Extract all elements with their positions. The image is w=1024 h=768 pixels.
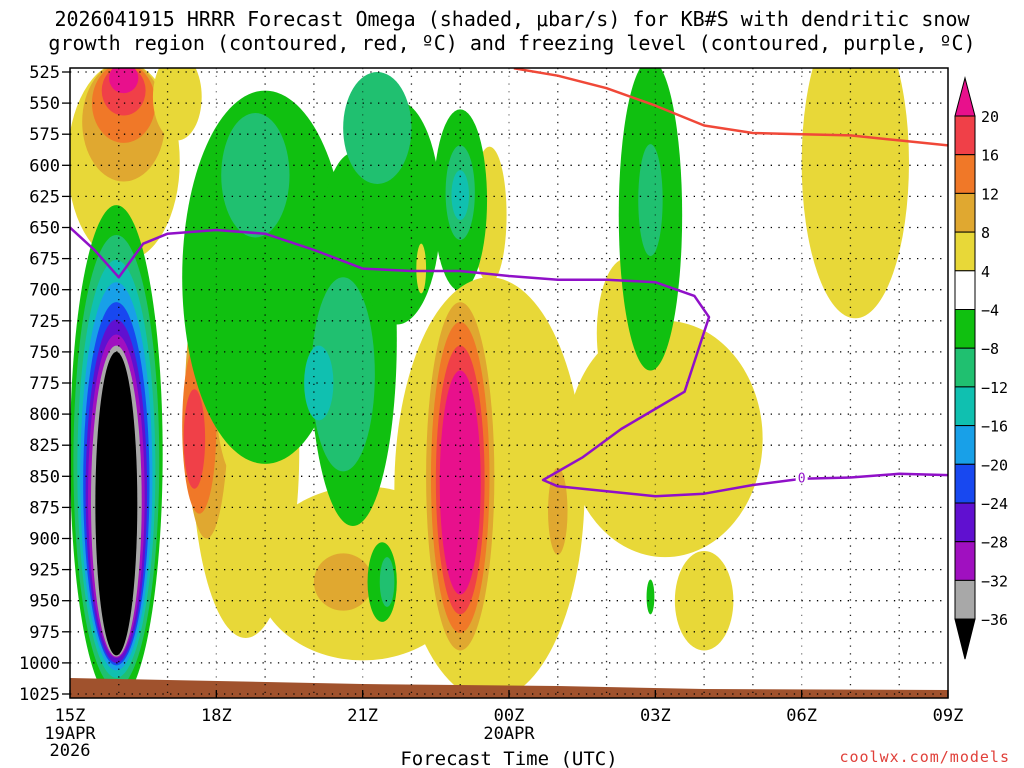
omega-area-neg12-27 — [451, 170, 470, 221]
omega-area-pos8-13 — [313, 553, 373, 611]
omega-area-neg8-17 — [311, 277, 375, 472]
colorbar-label-7: −12 — [981, 379, 1008, 397]
colorbar-swatch-10 — [954, 502, 976, 543]
x-tick-label-21Z: 21Z — [347, 706, 378, 726]
y-axis: 525 550 575 600 625 650 675 700 725 750 775 800 825 8… — [19, 63, 70, 705]
y-tick-label-850: 850 — [29, 467, 60, 487]
y-tick-label-575: 575 — [29, 125, 60, 145]
colorbar-swatch-2 — [954, 192, 976, 233]
y-tick-label-925: 925 — [29, 561, 60, 581]
freezing-label-bg — [795, 469, 808, 484]
y-tick-label-525: 525 — [29, 63, 60, 83]
chart-title-line-1: 2026041915 HRRR Forecast Omega (shaded, … — [54, 7, 970, 31]
colorbar-top-arrow — [954, 76, 976, 117]
y-tick-label-650: 650 — [29, 219, 60, 239]
colorbar-swatch-4 — [954, 270, 976, 310]
colorbar-label-6: −8 — [981, 340, 999, 358]
y-tick-label-675: 675 — [29, 250, 60, 270]
omega-area-neg12-18 — [304, 345, 334, 421]
y-tick-label-800: 800 — [29, 405, 60, 425]
colorbar: 20 16 12 8 4 −4 −8 −12 −16 −20 −24 −28 −32 −36 — [954, 76, 1008, 660]
omega-area-pos16-9 — [183, 389, 206, 489]
colorbar-label-13: −36 — [981, 611, 1008, 629]
omega-area-neg8-20 — [343, 72, 412, 184]
y-tick-label-1000: 1000 — [19, 654, 60, 674]
omega-area-pos4-40 — [674, 550, 734, 651]
colorbar-label-5: −4 — [981, 302, 999, 320]
x-tick-label-00Z: 00Z — [494, 706, 525, 726]
colorbar-label-4: 4 — [981, 263, 990, 281]
omega-area-neg8-15 — [221, 113, 290, 238]
y-tick-label-725: 725 — [29, 312, 60, 332]
colorbar-label-3: 8 — [981, 224, 990, 242]
x-tick-label-03Z: 03Z — [640, 706, 671, 726]
colorbar-swatch-0 — [954, 115, 976, 156]
omega-area-pos4-39 — [801, 68, 909, 319]
colorbar-swatch-11 — [954, 541, 976, 581]
colorbar-label-12: −32 — [981, 572, 1008, 590]
colorbar-swatch-3 — [954, 231, 976, 272]
colorbar-label-1: 16 — [981, 147, 999, 165]
y-tick-label-950: 950 — [29, 592, 60, 612]
colorbar-swatch-5 — [954, 309, 976, 349]
chart-title-line-2: growth region (contoured, red, ºC) and f… — [48, 31, 975, 55]
colorbar-label-11: −28 — [981, 534, 1008, 552]
y-tick-label-775: 775 — [29, 374, 60, 394]
contour-lines: 0 — [70, 68, 948, 498]
colorbar-label-10: −24 — [981, 495, 1008, 513]
dgz-contour-line — [513, 68, 948, 147]
colorbar-label-0: 20 — [981, 108, 999, 126]
colorbar-swatch-6 — [954, 347, 976, 388]
y-tick-label-750: 750 — [29, 343, 60, 363]
omega-area-pos20-4 — [109, 68, 139, 94]
x-tick-date-00Z: 20APR — [483, 724, 535, 744]
y-tick-label-625: 625 — [29, 187, 60, 207]
omega-area-pos4-5 — [152, 68, 202, 141]
x-axis-label: Forecast Time (UTC) — [400, 748, 617, 768]
y-tick-label-975: 975 — [29, 623, 60, 643]
omega-area-pos4-29 — [567, 320, 763, 558]
colorbar-swatch-12 — [954, 579, 976, 620]
x-tick-date-15Z: 19APR — [44, 724, 96, 744]
omega-shading — [70, 68, 909, 698]
x-tick-label-15Z: 15Z — [55, 706, 86, 726]
freezing-level-line — [70, 226, 948, 498]
x-tick-label-09Z: 09Z — [933, 706, 964, 726]
omega-area-neg4-38 — [646, 579, 655, 615]
colorbar-label-9: −20 — [981, 456, 1008, 474]
omega-area-pos4-24 — [416, 243, 427, 294]
colorbar-swatch-1 — [954, 154, 976, 194]
colorbar-swatch-9 — [954, 463, 976, 504]
y-tick-label-600: 600 — [29, 156, 60, 176]
y-tick-label-1025: 1025 — [19, 685, 60, 705]
colorbar-label-2: 12 — [981, 185, 999, 203]
colorbar-swatch-8 — [954, 425, 976, 465]
ground-terrain — [70, 678, 948, 694]
omega-area-neg8-22 — [379, 557, 395, 607]
colorbar-label-8: −16 — [981, 418, 1008, 436]
omega-area-neg36-49 — [95, 351, 138, 656]
plot-area: 0 — [70, 68, 948, 698]
y-tick-label-700: 700 — [29, 281, 60, 301]
x-tick-year-15Z: 2026 — [50, 741, 91, 761]
y-tick-label-550: 550 — [29, 94, 60, 114]
x-tick-label-06Z: 06Z — [786, 706, 817, 726]
omega-area-pos8-35 — [548, 467, 568, 555]
y-tick-label-825: 825 — [29, 436, 60, 456]
x-tick-label-18Z: 18Z — [201, 706, 232, 726]
y-tick-label-875: 875 — [29, 498, 60, 518]
omega-area-neg8-37 — [638, 144, 663, 257]
colorbar-swatch-7 — [954, 386, 976, 427]
y-tick-label-900: 900 — [29, 530, 60, 550]
colorbar-bottom-arrow — [954, 618, 976, 660]
freezing-level-label: 0 — [798, 472, 806, 487]
credit-text: coolwx.com/models — [839, 748, 1010, 766]
